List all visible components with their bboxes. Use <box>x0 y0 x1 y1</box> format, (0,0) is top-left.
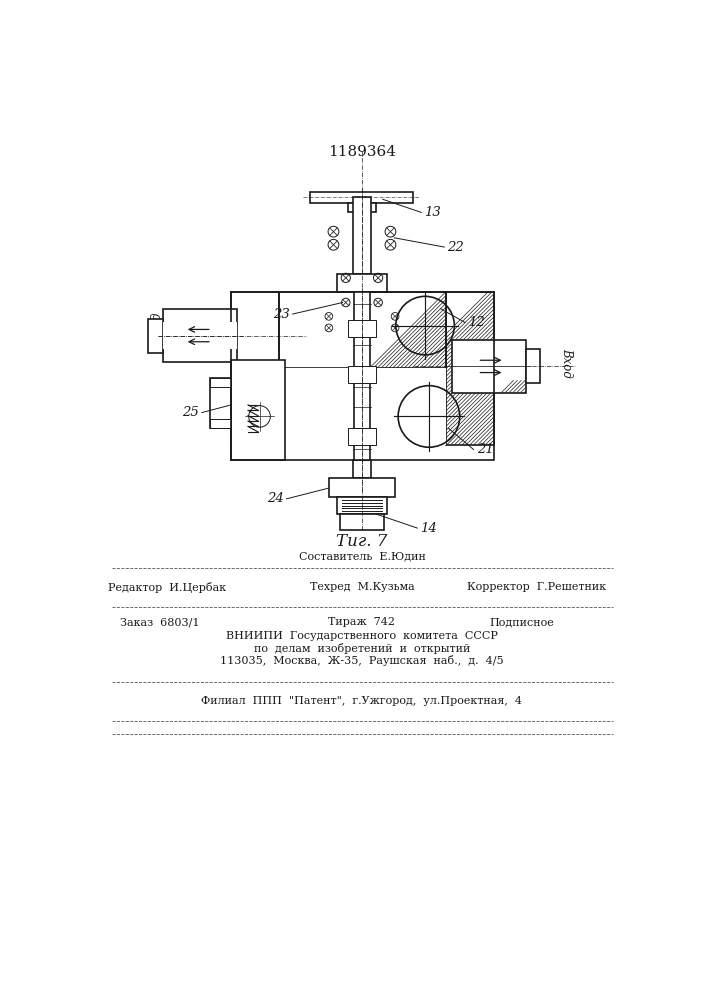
Text: 1189364: 1189364 <box>328 145 396 159</box>
Bar <box>231 292 493 460</box>
Text: Выход: Выход <box>151 312 165 352</box>
Bar <box>240 369 276 451</box>
Text: ВНИИПИ  Государственного  комитета  СССР: ВНИИПИ Государственного комитета СССР <box>226 631 498 641</box>
Text: по  делам  изобретений  и  открытий: по делам изобретений и открытий <box>254 643 470 654</box>
Text: Тираж  742: Тираж 742 <box>329 617 395 627</box>
Bar <box>354 292 370 460</box>
Text: 23: 23 <box>273 308 290 321</box>
Bar <box>337 497 387 514</box>
Text: Филиал  ППП  "Патент",  г.Ужгород,  ул.Проектная,  4: Филиал ППП "Патент", г.Ужгород, ул.Проек… <box>201 696 522 706</box>
Bar <box>163 309 238 362</box>
Bar <box>452 340 526 393</box>
Bar <box>329 478 395 497</box>
Bar <box>210 419 231 428</box>
Bar <box>348 366 376 383</box>
Text: Вход: Вход <box>560 348 573 377</box>
Bar <box>340 514 383 530</box>
Text: 113035,  Москва,  Ж-35,  Раушская  наб.,  д.  4/5: 113035, Москва, Ж-35, Раушская наб., д. … <box>220 655 504 666</box>
Bar <box>348 320 376 337</box>
Text: 21: 21 <box>477 443 493 456</box>
Bar <box>446 292 493 445</box>
Text: Τиг. 7: Τиг. 7 <box>337 533 387 550</box>
Bar <box>231 360 285 460</box>
Bar <box>348 428 376 445</box>
Text: 13: 13 <box>424 206 441 219</box>
Text: 22: 22 <box>448 241 464 254</box>
Bar <box>279 292 446 368</box>
Text: Корректор  Г.Решетник: Корректор Г.Решетник <box>467 582 607 592</box>
Text: 24: 24 <box>267 492 284 505</box>
Bar <box>526 349 540 383</box>
Text: 14: 14 <box>421 522 437 535</box>
Text: 12: 12 <box>468 316 485 329</box>
Bar <box>353 197 371 274</box>
Bar <box>210 378 231 428</box>
Text: Заказ  6803/1: Заказ 6803/1 <box>119 617 199 627</box>
Text: Редактор  И.Цербак: Редактор И.Цербак <box>108 582 226 593</box>
Text: Техред  М.Кузьма: Техред М.Кузьма <box>310 582 414 592</box>
Bar <box>210 378 231 387</box>
Bar <box>148 319 163 353</box>
Bar <box>348 203 376 212</box>
Bar <box>353 460 371 478</box>
Bar <box>231 292 279 445</box>
Text: Составитель  Е.Юдин: Составитель Е.Юдин <box>298 552 426 562</box>
Bar <box>337 274 387 292</box>
Text: 25: 25 <box>182 406 199 419</box>
Bar <box>310 192 413 203</box>
Bar <box>163 322 238 349</box>
Bar <box>279 368 446 445</box>
Text: Подписное: Подписное <box>489 617 554 627</box>
